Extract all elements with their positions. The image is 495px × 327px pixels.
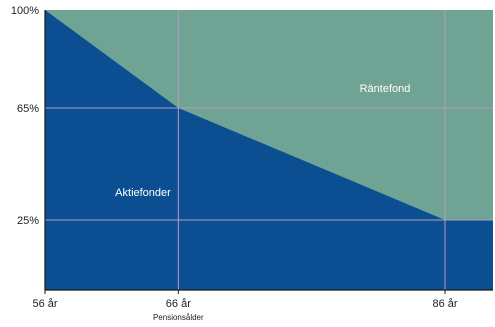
x-tick-sublabel-66: Pensionsålder (153, 313, 204, 322)
region-label-aktiefonder: Aktiefonder (115, 187, 171, 199)
x-tick-label-66: 66 år (166, 298, 191, 310)
tick-labels-layer: 100% 65% 25% 56 år 66 år Pensionsålder 86 år (11, 5, 458, 322)
x-tick-label-56: 56 år (32, 298, 57, 310)
region-label-rantefond: Räntefond (360, 83, 411, 95)
axes-layer (44, 10, 493, 291)
y-tick-label-25: 25% (17, 215, 39, 227)
y-tick-label-100: 100% (11, 5, 39, 17)
y-tick-label-65: 65% (17, 103, 39, 115)
grid-layer (45, 10, 493, 290)
area-layer (45, 10, 493, 290)
x-tick-label-86: 86 år (432, 298, 457, 310)
